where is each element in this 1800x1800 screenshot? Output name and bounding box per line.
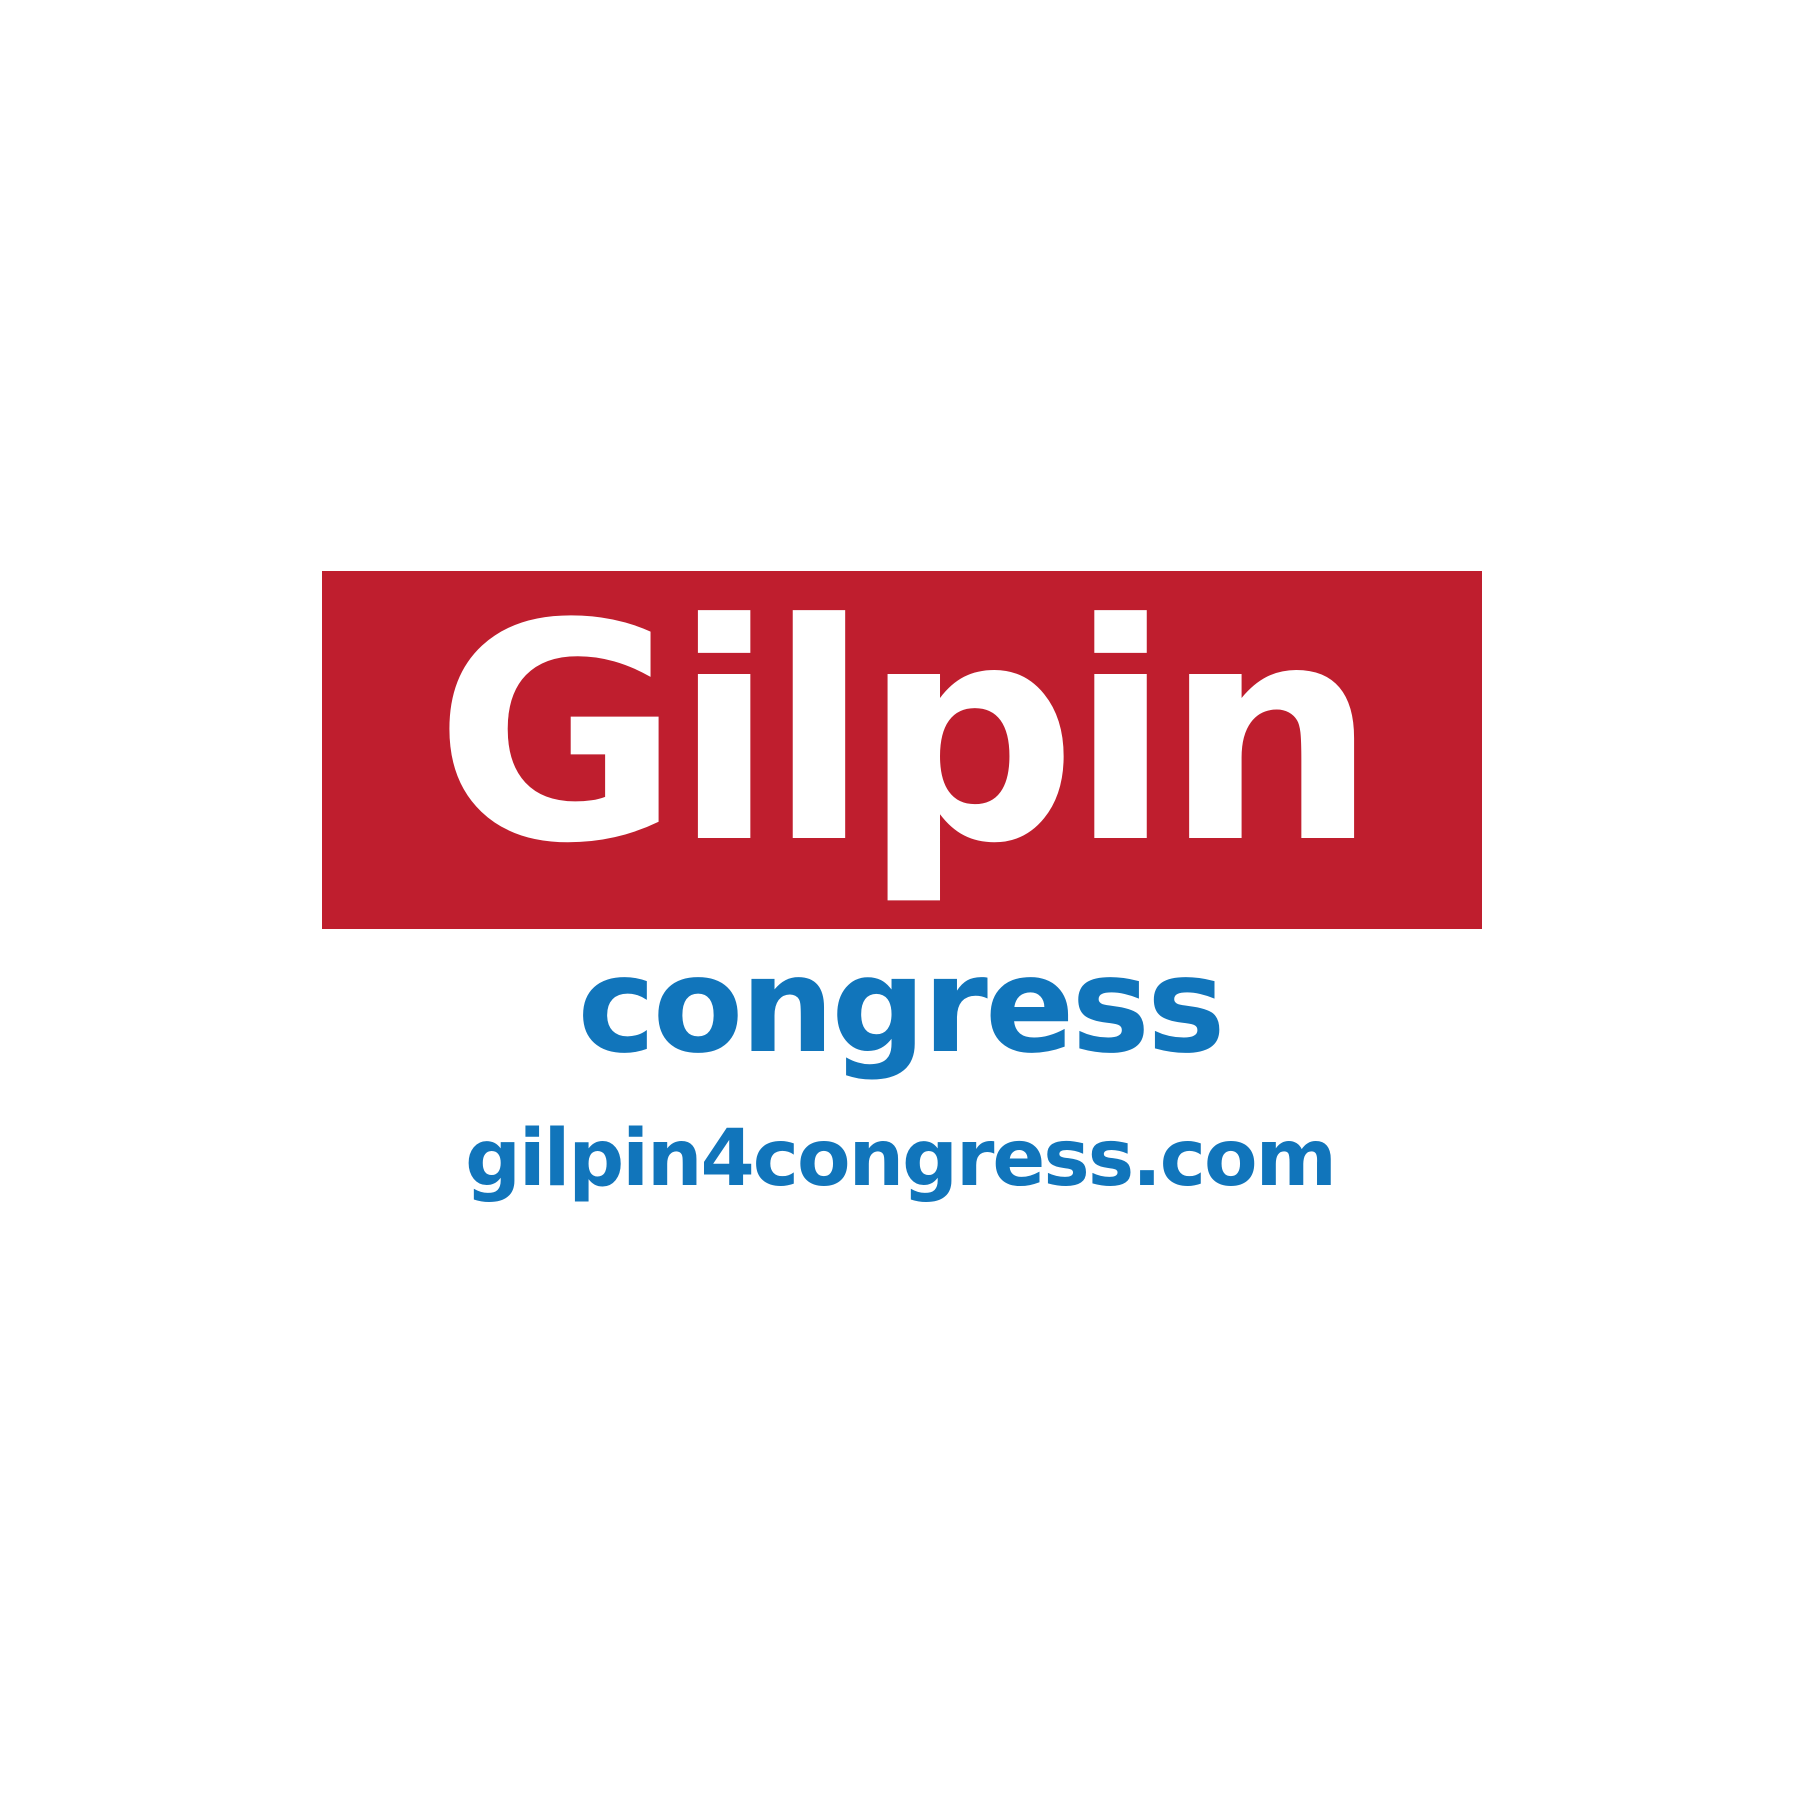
candidate-name: Gilpin [434,560,1377,909]
name-banner: Gilpin [322,571,1482,929]
website-url: gilpin4congress.com [465,1114,1337,1204]
office-subtitle: congress [577,929,1225,1083]
